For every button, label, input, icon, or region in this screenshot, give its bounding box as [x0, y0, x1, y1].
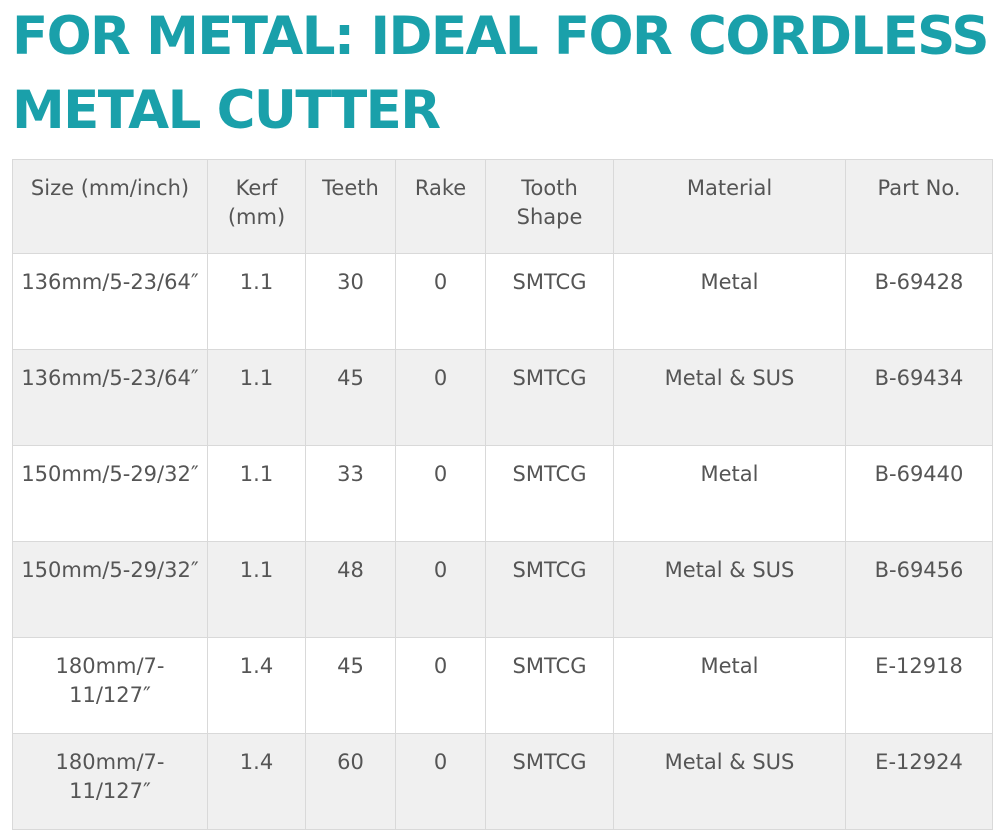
spec-table: Size (mm/inch) Kerf (mm) Teeth Rake Toot… [12, 159, 993, 830]
table-row: 180mm/7-11/127″ 1.4 60 0 SMTCG Metal & S… [12, 733, 993, 830]
cell-tooth-shape: SMTCG [485, 733, 614, 830]
cell-material: Metal & SUS [613, 541, 846, 638]
cell-part-no: B-69440 [845, 445, 993, 542]
cell-teeth: 30 [305, 253, 396, 350]
cell-teeth: 60 [305, 733, 396, 830]
cell-teeth: 45 [305, 349, 396, 446]
cell-material: Metal [613, 445, 846, 542]
cell-material: Metal & SUS [613, 349, 846, 446]
header-row: Size (mm/inch) Kerf (mm) Teeth Rake Toot… [12, 159, 993, 254]
cell-tooth-shape: SMTCG [485, 637, 614, 734]
cell-rake: 0 [395, 541, 486, 638]
cell-kerf: 1.1 [207, 253, 306, 350]
cell-teeth: 48 [305, 541, 396, 638]
cell-rake: 0 [395, 637, 486, 734]
table-row: 180mm/7-11/127″ 1.4 45 0 SMTCG Metal E-1… [12, 637, 993, 734]
header-size: Size (mm/inch) [12, 159, 208, 254]
table-row: 150mm/5-29/32″ 1.1 48 0 SMTCG Metal & SU… [12, 541, 993, 638]
header-material: Material [613, 159, 846, 254]
header-part-no: Part No. [845, 159, 993, 254]
cell-size: 180mm/7-11/127″ [12, 733, 208, 830]
page-title: FOR METAL: IDEAL FOR CORDLESS METAL CUTT… [12, 6, 990, 141]
cell-part-no: B-69434 [845, 349, 993, 446]
table-body: 136mm/5-23/64″ 1.1 30 0 SMTCG Metal B-69… [12, 253, 993, 830]
table-row: 136mm/5-23/64″ 1.1 45 0 SMTCG Metal & SU… [12, 349, 993, 446]
header-teeth: Teeth [305, 159, 396, 254]
cell-teeth: 33 [305, 445, 396, 542]
cell-rake: 0 [395, 733, 486, 830]
cell-rake: 0 [395, 445, 486, 542]
cell-tooth-shape: SMTCG [485, 541, 614, 638]
cell-teeth: 45 [305, 637, 396, 734]
header-kerf: Kerf (mm) [207, 159, 306, 254]
cell-tooth-shape: SMTCG [485, 253, 614, 350]
cell-kerf: 1.1 [207, 541, 306, 638]
cell-tooth-shape: SMTCG [485, 445, 614, 542]
table-row: 136mm/5-23/64″ 1.1 30 0 SMTCG Metal B-69… [12, 253, 993, 350]
cell-size: 150mm/5-29/32″ [12, 445, 208, 542]
table-header: Size (mm/inch) Kerf (mm) Teeth Rake Toot… [12, 159, 993, 254]
cell-part-no: E-12924 [845, 733, 993, 830]
cell-size: 180mm/7-11/127″ [12, 637, 208, 734]
cell-kerf: 1.4 [207, 733, 306, 830]
table-row: 150mm/5-29/32″ 1.1 33 0 SMTCG Metal B-69… [12, 445, 993, 542]
cell-kerf: 1.1 [207, 445, 306, 542]
cell-size: 136mm/5-23/64″ [12, 349, 208, 446]
cell-size: 150mm/5-29/32″ [12, 541, 208, 638]
cell-rake: 0 [395, 253, 486, 350]
cell-tooth-shape: SMTCG [485, 349, 614, 446]
cell-material: Metal [613, 637, 846, 734]
cell-material: Metal [613, 253, 846, 350]
cell-material: Metal & SUS [613, 733, 846, 830]
cell-kerf: 1.4 [207, 637, 306, 734]
cell-size: 136mm/5-23/64″ [12, 253, 208, 350]
header-rake: Rake [395, 159, 486, 254]
cell-rake: 0 [395, 349, 486, 446]
cell-kerf: 1.1 [207, 349, 306, 446]
header-tooth-shape: Tooth Shape [485, 159, 614, 254]
cell-part-no: B-69456 [845, 541, 993, 638]
cell-part-no: B-69428 [845, 253, 993, 350]
cell-part-no: E-12918 [845, 637, 993, 734]
